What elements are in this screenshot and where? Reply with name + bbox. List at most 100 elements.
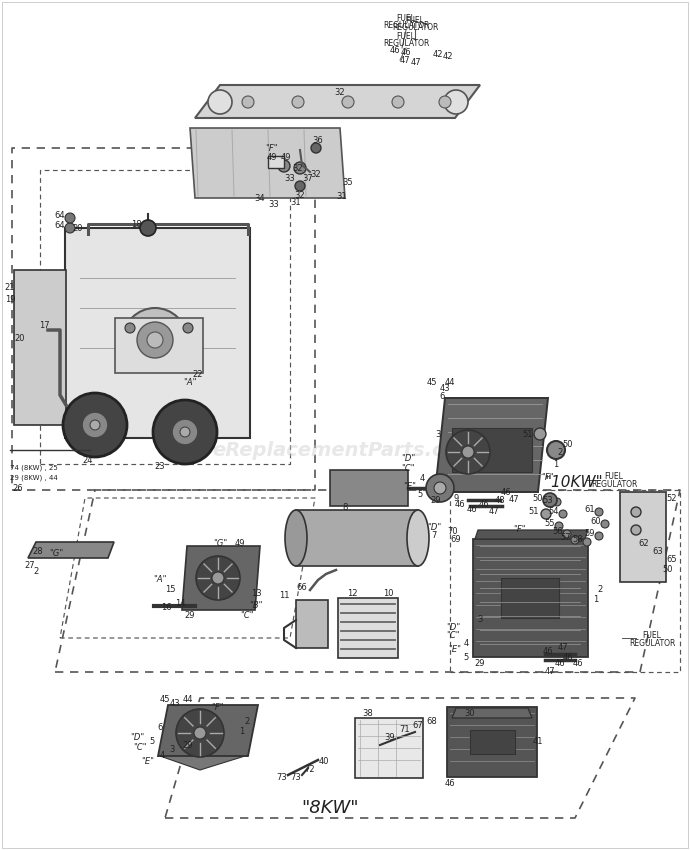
Circle shape [595, 532, 603, 540]
Text: 66: 66 [297, 583, 307, 592]
Text: REGULATOR: REGULATOR [392, 22, 438, 31]
Text: 1: 1 [553, 460, 559, 468]
Text: 44: 44 [183, 695, 193, 705]
Circle shape [180, 427, 190, 437]
Circle shape [553, 498, 561, 506]
Text: 50: 50 [563, 439, 573, 449]
Text: 29: 29 [183, 740, 193, 750]
Ellipse shape [285, 510, 307, 566]
Text: 37: 37 [303, 173, 313, 183]
Circle shape [147, 332, 163, 348]
Text: 44: 44 [445, 377, 455, 387]
Text: 34: 34 [255, 194, 266, 202]
Circle shape [563, 530, 571, 538]
Circle shape [631, 507, 641, 517]
Circle shape [543, 493, 557, 507]
Text: 49: 49 [235, 540, 245, 548]
Circle shape [559, 510, 567, 518]
Bar [355, 718, 423, 778]
Circle shape [65, 223, 75, 233]
Text: 61: 61 [584, 506, 595, 514]
Text: FUEL: FUEL [604, 472, 624, 480]
Circle shape [601, 520, 609, 528]
Text: 68: 68 [426, 717, 437, 727]
Text: 58: 58 [573, 536, 583, 545]
Polygon shape [28, 542, 114, 558]
Text: 32: 32 [293, 163, 304, 173]
Circle shape [208, 90, 232, 114]
Text: "8KW": "8KW" [302, 799, 359, 817]
Text: 20: 20 [72, 224, 83, 233]
Text: 60: 60 [591, 518, 601, 526]
Text: 38: 38 [363, 709, 373, 717]
Circle shape [153, 400, 217, 464]
Bar [501, 578, 559, 618]
Text: 46: 46 [390, 46, 400, 54]
Circle shape [311, 143, 321, 153]
Text: 59: 59 [584, 530, 595, 539]
Text: "B": "B" [249, 602, 263, 610]
Text: 22: 22 [193, 370, 204, 378]
Text: eReplacementParts.com: eReplacementParts.com [213, 441, 477, 460]
Text: "D": "D" [130, 734, 144, 743]
Text: 3: 3 [435, 429, 441, 439]
Text: 6: 6 [440, 392, 444, 400]
Text: 51: 51 [523, 429, 533, 439]
Ellipse shape [407, 510, 429, 566]
Text: 7: 7 [431, 531, 437, 541]
Text: 50: 50 [663, 565, 673, 575]
Text: 73: 73 [290, 774, 302, 783]
Circle shape [631, 525, 641, 535]
Circle shape [123, 308, 187, 372]
Bar [338, 598, 398, 658]
Text: 42: 42 [433, 49, 443, 59]
Text: 29 (8KW) , 44: 29 (8KW) , 44 [10, 475, 58, 481]
Text: 6: 6 [157, 723, 163, 733]
Text: 70: 70 [448, 528, 458, 536]
Text: 55: 55 [544, 519, 555, 529]
Text: 39: 39 [385, 734, 395, 743]
Text: FUEL: FUEL [397, 31, 415, 41]
Text: 50: 50 [533, 494, 543, 502]
Text: 57: 57 [561, 534, 571, 542]
Bar [452, 428, 532, 472]
Circle shape [292, 96, 304, 108]
Text: 29: 29 [185, 611, 195, 620]
Polygon shape [435, 398, 548, 492]
Bar [14, 270, 66, 425]
Text: "A": "A" [184, 377, 197, 387]
Bar [65, 228, 250, 438]
Text: 46: 46 [455, 500, 465, 508]
Text: 46: 46 [466, 506, 477, 514]
Text: FUEL: FUEL [642, 631, 662, 639]
Circle shape [571, 536, 579, 544]
Text: 5: 5 [464, 653, 469, 661]
Polygon shape [190, 128, 345, 198]
Text: 14: 14 [175, 599, 185, 609]
Text: 9: 9 [453, 494, 459, 502]
Text: 11: 11 [279, 591, 289, 599]
Text: 62: 62 [639, 540, 649, 548]
Text: 10: 10 [383, 588, 393, 598]
Polygon shape [452, 708, 532, 718]
Polygon shape [158, 742, 248, 770]
Text: 17: 17 [39, 321, 49, 331]
Circle shape [434, 482, 446, 494]
Circle shape [295, 181, 305, 191]
Text: 63: 63 [653, 547, 663, 557]
Polygon shape [473, 539, 587, 657]
Text: 32: 32 [295, 190, 305, 200]
Circle shape [82, 412, 108, 438]
Text: 67: 67 [413, 721, 424, 729]
Polygon shape [447, 707, 537, 777]
Text: 16: 16 [161, 604, 171, 613]
Text: "A": "A" [153, 575, 167, 585]
Text: "C": "C" [446, 632, 460, 641]
Circle shape [65, 213, 75, 223]
Circle shape [444, 90, 468, 114]
Text: 5: 5 [417, 490, 422, 498]
Text: 21: 21 [5, 284, 15, 292]
Circle shape [462, 446, 474, 458]
Text: "E": "E" [141, 757, 155, 767]
Text: 49: 49 [281, 152, 291, 162]
